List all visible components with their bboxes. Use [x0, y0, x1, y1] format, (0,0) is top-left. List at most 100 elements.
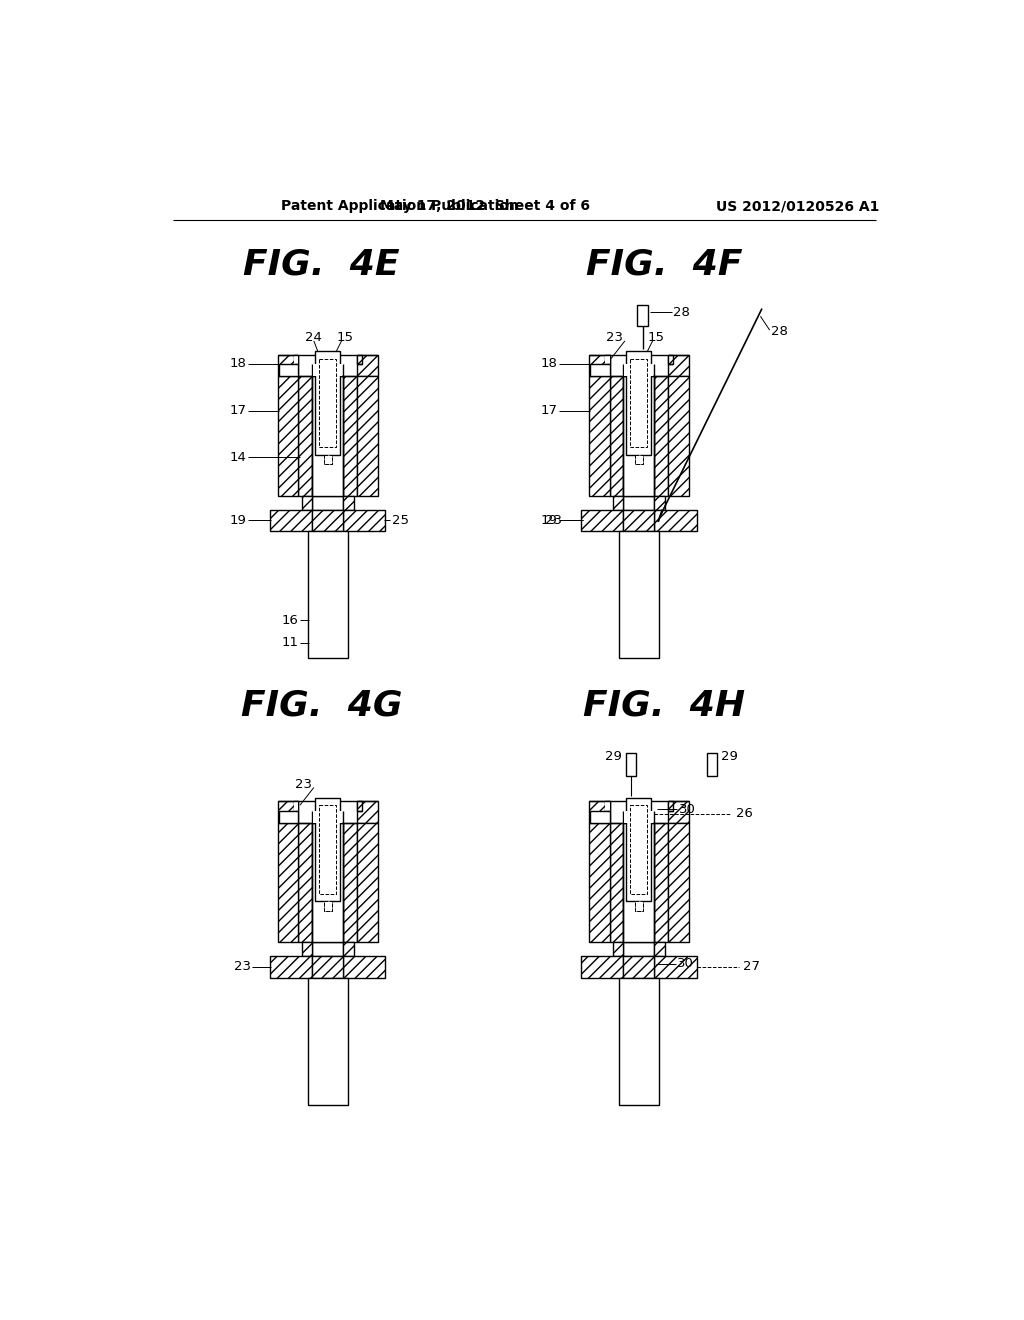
- Text: 23: 23: [545, 513, 562, 527]
- Bar: [312, 510, 343, 531]
- Bar: [280, 364, 298, 376]
- Text: 18: 18: [230, 358, 247, 371]
- Bar: [294, 355, 298, 367]
- Bar: [625, 364, 653, 376]
- Bar: [625, 810, 653, 822]
- Bar: [298, 822, 312, 942]
- Text: 29: 29: [721, 750, 738, 763]
- Bar: [357, 355, 378, 376]
- Text: 27: 27: [743, 961, 761, 973]
- Text: 29: 29: [605, 750, 622, 763]
- Bar: [294, 801, 298, 813]
- Bar: [313, 364, 342, 376]
- Bar: [278, 355, 298, 376]
- Bar: [631, 359, 647, 447]
- Text: 15: 15: [336, 331, 353, 345]
- Text: FIG.  4E: FIG. 4E: [244, 248, 399, 281]
- Bar: [605, 801, 609, 813]
- Bar: [343, 956, 385, 978]
- Bar: [270, 510, 312, 531]
- Bar: [301, 942, 312, 956]
- Bar: [635, 455, 643, 465]
- Bar: [654, 942, 665, 956]
- Bar: [637, 305, 648, 326]
- Bar: [668, 376, 689, 496]
- Bar: [708, 752, 717, 776]
- Bar: [609, 822, 624, 942]
- Bar: [589, 376, 609, 496]
- Bar: [343, 822, 357, 942]
- Bar: [635, 902, 643, 911]
- Text: FIG.  4H: FIG. 4H: [583, 688, 745, 722]
- Bar: [357, 801, 361, 810]
- Bar: [668, 822, 689, 942]
- Bar: [668, 801, 689, 822]
- Bar: [605, 355, 609, 364]
- Bar: [605, 801, 609, 810]
- Bar: [654, 510, 696, 531]
- Bar: [624, 510, 654, 531]
- Text: 17: 17: [229, 404, 247, 417]
- Text: May 17, 2012  Sheet 4 of 6: May 17, 2012 Sheet 4 of 6: [380, 199, 590, 213]
- Bar: [589, 355, 609, 376]
- Bar: [280, 810, 298, 822]
- Bar: [343, 496, 354, 510]
- Bar: [618, 978, 658, 1105]
- Bar: [307, 978, 348, 1105]
- Bar: [624, 376, 654, 496]
- Bar: [581, 956, 624, 978]
- Bar: [312, 956, 343, 978]
- Bar: [627, 752, 636, 776]
- Bar: [654, 822, 668, 942]
- Text: 11: 11: [282, 636, 298, 649]
- Text: 30: 30: [677, 957, 694, 970]
- Bar: [609, 376, 624, 496]
- Text: 23: 23: [606, 331, 624, 345]
- Bar: [294, 801, 298, 810]
- Bar: [278, 822, 298, 942]
- Bar: [270, 956, 312, 978]
- Bar: [315, 351, 340, 455]
- Bar: [278, 801, 298, 822]
- Bar: [668, 801, 673, 810]
- Bar: [624, 822, 654, 942]
- Text: 26: 26: [736, 807, 753, 820]
- Bar: [605, 355, 609, 367]
- Bar: [324, 455, 332, 465]
- Bar: [324, 902, 332, 911]
- Text: 25: 25: [391, 513, 409, 527]
- Bar: [313, 810, 342, 822]
- Bar: [612, 496, 624, 510]
- Bar: [312, 822, 343, 942]
- Bar: [324, 455, 332, 465]
- Bar: [589, 801, 609, 822]
- Text: 28: 28: [674, 306, 690, 319]
- Text: US 2012/0120526 A1: US 2012/0120526 A1: [716, 199, 880, 213]
- Text: 18: 18: [541, 358, 558, 371]
- Bar: [654, 956, 696, 978]
- Bar: [324, 902, 332, 911]
- Bar: [357, 376, 378, 496]
- Bar: [654, 376, 668, 496]
- Bar: [319, 805, 336, 894]
- Text: 15: 15: [647, 331, 665, 345]
- Bar: [635, 455, 643, 465]
- Bar: [631, 805, 647, 894]
- Bar: [654, 496, 665, 510]
- Bar: [312, 942, 343, 956]
- Bar: [307, 531, 348, 659]
- Text: 24: 24: [305, 331, 323, 345]
- Bar: [294, 355, 298, 364]
- Bar: [298, 376, 312, 496]
- Text: 19: 19: [541, 513, 558, 527]
- Bar: [343, 942, 354, 956]
- Bar: [668, 355, 689, 376]
- Bar: [590, 364, 609, 376]
- Bar: [624, 956, 654, 978]
- Bar: [590, 810, 609, 822]
- Bar: [312, 496, 343, 510]
- Bar: [618, 531, 658, 659]
- Bar: [627, 351, 651, 455]
- Bar: [343, 510, 385, 531]
- Bar: [357, 355, 361, 364]
